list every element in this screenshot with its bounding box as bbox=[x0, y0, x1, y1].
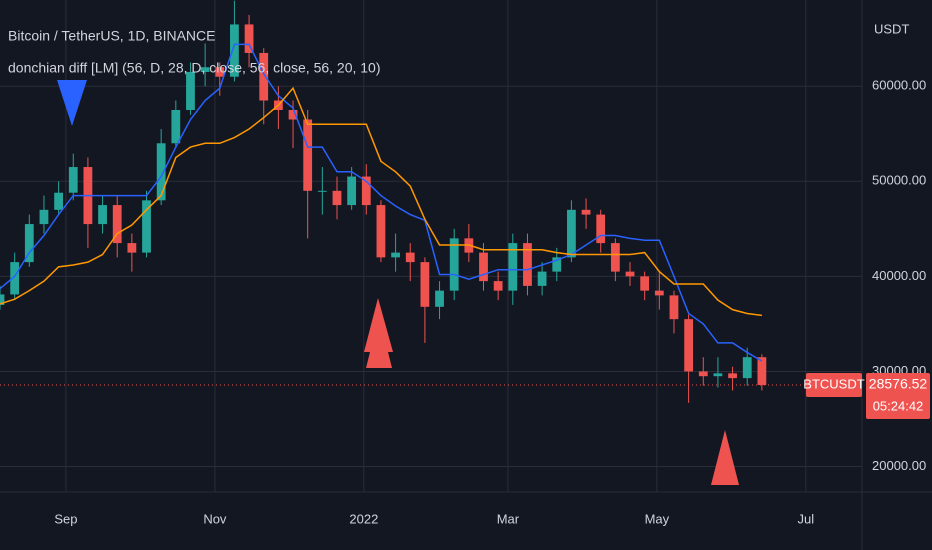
candle-body bbox=[537, 271, 547, 286]
candle-body bbox=[347, 176, 357, 206]
candle-body bbox=[610, 243, 620, 272]
candle-body bbox=[156, 143, 166, 201]
y-tick-label: 60000.00 bbox=[872, 78, 926, 93]
x-tick-label: Sep bbox=[54, 511, 77, 526]
chart-title: Bitcoin / TetherUS, 1D, BINANCE bbox=[8, 28, 215, 44]
candle-body bbox=[127, 243, 137, 253]
x-tick-label: 2022 bbox=[349, 511, 378, 526]
candle-body bbox=[596, 214, 606, 244]
countdown-label: 05:24:42 bbox=[873, 398, 924, 413]
candle-body bbox=[186, 71, 195, 110]
buy-signal-arrow bbox=[711, 430, 739, 485]
indicator-lines bbox=[0, 43, 763, 362]
candle-body bbox=[669, 295, 679, 320]
currency-label: USDT bbox=[874, 21, 909, 36]
candle-body bbox=[508, 243, 518, 291]
x-tick-label: Nov bbox=[203, 511, 227, 526]
candle-body bbox=[215, 67, 225, 77]
candle-body bbox=[640, 276, 650, 291]
candle-body bbox=[479, 252, 488, 282]
candle-body bbox=[420, 262, 430, 307]
candle-body bbox=[449, 238, 459, 291]
candle-body bbox=[552, 257, 562, 272]
candle-body bbox=[317, 190, 327, 192]
candle-body bbox=[376, 205, 386, 258]
candle-body bbox=[361, 176, 371, 206]
candle-body bbox=[493, 281, 503, 291]
sell-signal-arrow bbox=[57, 80, 87, 126]
candle-body bbox=[303, 119, 313, 191]
x-tick-label: Jul bbox=[798, 511, 815, 526]
candle-body bbox=[391, 252, 400, 258]
candle-body bbox=[54, 192, 64, 210]
candle-body bbox=[98, 205, 107, 225]
candle-body bbox=[171, 109, 181, 144]
indicator-label: donchian diff [LM] (56, D, 28, D, close,… bbox=[8, 60, 381, 76]
candle-body bbox=[10, 262, 20, 295]
candle-body bbox=[757, 357, 767, 385]
last-price-label: 28576.52 bbox=[869, 376, 928, 392]
candle-body bbox=[200, 67, 210, 72]
candle-body bbox=[230, 24, 239, 77]
candle-body bbox=[39, 209, 49, 225]
candle-body bbox=[581, 209, 591, 215]
candle-body bbox=[112, 205, 122, 244]
candle-body bbox=[259, 52, 269, 101]
candle-body bbox=[654, 290, 664, 296]
candle-body bbox=[713, 373, 723, 377]
candle-body bbox=[142, 200, 151, 253]
candle-body bbox=[244, 24, 254, 53]
candle-body bbox=[332, 190, 342, 206]
candle-body bbox=[288, 109, 298, 120]
candle-body bbox=[68, 167, 78, 193]
candle-body bbox=[0, 294, 5, 305]
axes: 20000.0030000.0040000.0050000.0060000.00… bbox=[54, 78, 926, 527]
buy-signal-arrow bbox=[364, 298, 393, 368]
x-tick-label: Mar bbox=[497, 511, 520, 526]
candle-body bbox=[625, 271, 635, 277]
y-tick-label: 40000.00 bbox=[872, 268, 926, 283]
candle-body bbox=[405, 252, 415, 263]
price-tags: BTCUSDT 28576.52 05:24:42 bbox=[0, 372, 930, 419]
y-tick-label: 50000.00 bbox=[872, 173, 926, 188]
candle-body bbox=[567, 209, 576, 258]
candle-body bbox=[698, 371, 708, 377]
y-tick-label: 20000.00 bbox=[872, 458, 926, 473]
candles bbox=[0, 0, 767, 403]
symbol-label: BTCUSDT bbox=[803, 376, 864, 391]
candle-body bbox=[24, 224, 34, 263]
candle-body bbox=[523, 243, 532, 286]
candle-body bbox=[728, 373, 737, 379]
price-tag bbox=[866, 372, 930, 419]
indicator-line bbox=[0, 43, 763, 362]
candle-body bbox=[742, 357, 752, 379]
candle-body bbox=[435, 290, 444, 307]
x-tick-label: May bbox=[645, 511, 670, 526]
candle-body bbox=[684, 319, 694, 372]
symbol-tag bbox=[806, 372, 862, 397]
indicator-line bbox=[0, 86, 762, 317]
